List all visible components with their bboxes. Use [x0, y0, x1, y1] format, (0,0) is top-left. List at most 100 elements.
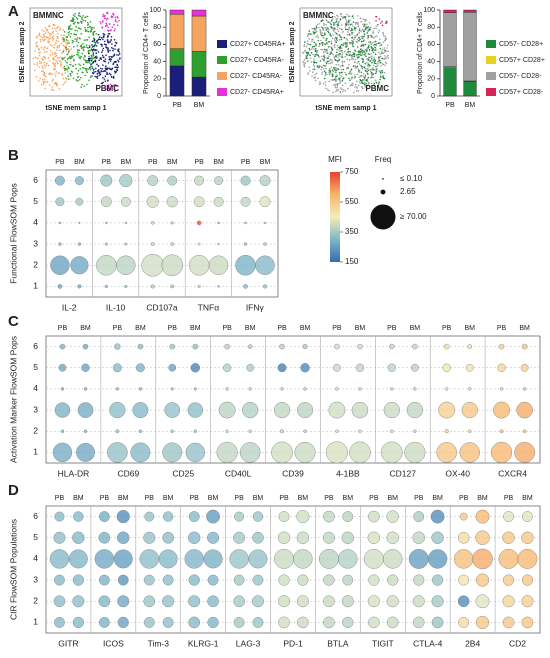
tsne-dot [40, 83, 43, 86]
tsne-dot [348, 77, 350, 80]
tsne-dot [39, 51, 41, 53]
bubble [233, 574, 245, 586]
panel-label: A [8, 3, 19, 20]
tsne-dot [320, 20, 323, 23]
x-tick-label: CD127 [390, 468, 417, 478]
bubble [54, 574, 65, 586]
tsne-dot [318, 22, 321, 25]
y-axis-label: Proportion of CD4+ T cells [143, 11, 150, 94]
bubble [193, 387, 197, 391]
y-tick-label: 2 [33, 596, 38, 606]
bar-segment [463, 11, 477, 82]
bubble [83, 387, 88, 391]
tsne-dot [114, 20, 117, 22]
tsne-dot [310, 51, 313, 54]
bubble [248, 387, 252, 391]
tsne-dot [352, 17, 355, 20]
y-tick-label: 3 [33, 574, 38, 584]
bubble [358, 429, 362, 433]
tsne-dot [90, 63, 92, 66]
bubble [406, 401, 423, 419]
bubble [335, 429, 339, 433]
bubble [251, 595, 264, 608]
tsne-dot [90, 59, 93, 62]
tsne-dot [328, 40, 330, 43]
tsne-dot [378, 81, 381, 83]
tsne-dot [365, 19, 368, 21]
tsne-dot [83, 57, 85, 59]
tsne-dot [347, 20, 350, 23]
bubble [522, 387, 527, 391]
bubble [296, 510, 310, 524]
tsne-dot [86, 15, 89, 18]
tsne-dot [374, 62, 376, 65]
tsne-dot [47, 40, 49, 42]
tsne-dot [372, 30, 375, 32]
tsne-dot [97, 42, 99, 44]
tsne-dot [104, 60, 107, 63]
tsne-dot [80, 55, 82, 58]
bar-segment [169, 14, 185, 49]
tsne-dot [356, 57, 359, 59]
tsne-dot [66, 64, 68, 67]
tsne-dot [373, 27, 376, 30]
tsne-dot [365, 50, 368, 52]
tsne-dot [74, 63, 77, 66]
tsne-dot [91, 67, 94, 69]
x-tick-label: LAG-3 [236, 638, 261, 648]
sample-header: BM [298, 495, 309, 502]
tsne-dot [314, 73, 316, 76]
tsne-dot [335, 36, 337, 39]
tsne-dot [69, 35, 72, 38]
tsne-dot [375, 62, 378, 65]
tsne-dot [68, 56, 71, 58]
sample-header: BM [522, 495, 533, 502]
tsne-dot [332, 70, 334, 73]
bubble [522, 511, 533, 522]
tsne-dot [112, 77, 115, 79]
tsne-dot [109, 83, 112, 86]
tsne-dot [361, 65, 363, 68]
tsne-dot [47, 41, 50, 44]
tsne-dot [380, 73, 382, 75]
tsne-dot [55, 30, 58, 33]
tsne-dot [305, 56, 308, 58]
tsne-dot [323, 50, 325, 53]
bubble [115, 429, 120, 434]
bar-segment [169, 48, 185, 67]
tsne-dot [375, 71, 378, 73]
tsne-dot [335, 19, 338, 21]
tsne-dot [306, 54, 309, 57]
tsne-dot [338, 39, 341, 41]
tsne-dot [340, 50, 342, 52]
tsne-dot [312, 68, 314, 71]
bubble [213, 196, 224, 207]
tsne-dot [323, 59, 325, 62]
bubble [120, 196, 131, 207]
tsne-dot [68, 67, 70, 70]
tsne-dot [350, 84, 352, 87]
tsne-dot [91, 50, 94, 52]
tsne-dot [339, 65, 342, 68]
tsne-dot [374, 85, 376, 88]
tsne-dot [313, 27, 316, 30]
bubble [357, 343, 363, 350]
tsne-dot [76, 72, 79, 75]
tsne-dot [313, 48, 315, 50]
tsne-dot [43, 35, 45, 37]
bubble [491, 441, 513, 463]
tsne-dot [107, 32, 110, 35]
bubble [139, 549, 159, 569]
tsne-dot [370, 68, 373, 71]
bubble [297, 574, 309, 586]
tsne-dot [55, 71, 58, 73]
tsne-dot [99, 36, 101, 38]
bubble [117, 531, 130, 544]
tsne-dot [100, 37, 103, 39]
tsne-dot [367, 26, 369, 28]
tsne-dot [63, 67, 66, 70]
sample-header: BM [464, 325, 475, 332]
bubble [342, 574, 354, 586]
tsne-dot [114, 19, 117, 21]
tsne-dot [342, 44, 344, 47]
